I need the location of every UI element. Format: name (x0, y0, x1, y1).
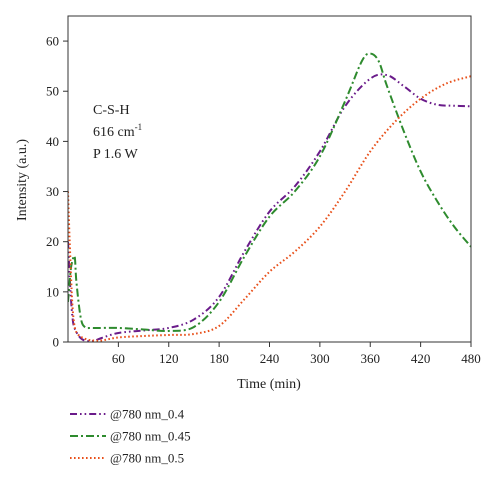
annotation-wavenumber: 616 cm (93, 125, 135, 140)
series-line-2 (68, 52, 471, 333)
x-axis-title: Time (min) (237, 377, 301, 392)
axes: 60 120 180 240 300 360 420 480 0 10 20 30 40 50 60 (46, 15, 481, 366)
legend-label-1: @780 nm_0.4 (110, 407, 185, 422)
y-tick-label: 10 (46, 284, 59, 299)
x-tick-label: 420 (411, 351, 431, 366)
annotation-line-2: 616 cm-1 (93, 122, 142, 140)
x-tick-label: 120 (159, 351, 179, 366)
legend-label-2: @780 nm_0.45 (110, 429, 191, 444)
x-tick-label: 180 (209, 351, 229, 366)
x-tick-label: 240 (260, 351, 280, 366)
y-tick-label: 40 (46, 134, 59, 149)
y-axis-title: Intensity (a.u.) (15, 139, 30, 221)
annotation-line-1: C-S-H (93, 103, 130, 118)
annotation-superscript: -1 (135, 122, 143, 132)
y-tick-label: 50 (46, 84, 59, 99)
y-tick-label: 30 (46, 184, 59, 199)
legend-label-3: @780 nm_0.5 (110, 451, 184, 466)
x-tick-label: 300 (310, 351, 330, 366)
x-tick-label: 60 (112, 351, 125, 366)
x-tick-label: 480 (461, 351, 481, 366)
series-line-3 (68, 75, 471, 342)
plot-frame (67, 15, 472, 343)
y-tick-label: 20 (46, 234, 59, 249)
x-tick-label: 360 (361, 351, 381, 366)
series-line-1 (68, 73, 471, 342)
y-tick-label: 60 (46, 34, 59, 49)
plot-area (68, 52, 471, 342)
y-tick-label: 0 (53, 335, 60, 350)
annotation: C-S-H 616 cm-1 P 1.6 W (93, 103, 142, 162)
annotation-line-3: P 1.6 W (93, 147, 139, 162)
legend: @780 nm_0.4 @780 nm_0.45 @780 nm_0.5 (70, 407, 191, 466)
